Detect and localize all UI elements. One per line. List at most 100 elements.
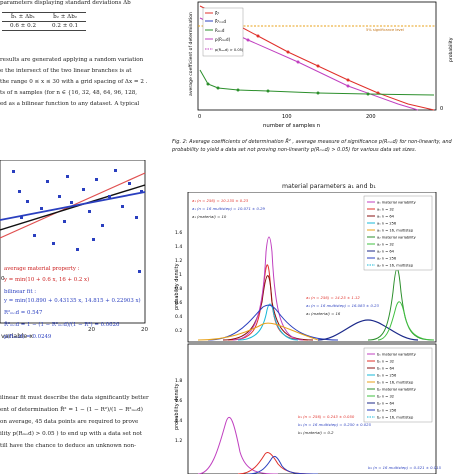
legend-label: a₁ n = 16, multistep — [377, 229, 414, 233]
table-header-b1: b̄₁ ± Δb₁ — [2, 12, 45, 22]
legend-label: b₁ material variability — [377, 353, 417, 357]
fig2-y-label-right: probability — [448, 37, 454, 62]
green-series-line — [199, 69, 435, 96]
paragraph-intro: results are generated applying a random … — [0, 57, 147, 108]
annotation: a₂ (n = 256) = 14.25 ± 1.12 — [306, 295, 360, 300]
red-point — [256, 34, 260, 38]
magenta-point — [246, 38, 250, 42]
legend-label: b₂ n = 32 — [377, 395, 394, 399]
fig2-y-label-left: average coefficient of determination — [188, 12, 194, 96]
legend-label: a₁ material variability — [377, 201, 417, 205]
table-value-b1: 0.6 ± 0.2 — [2, 21, 45, 31]
para-line: results are generated applying a random … — [0, 57, 144, 63]
peak-curve — [232, 236, 304, 341]
legend-label: R̄² — [215, 11, 220, 16]
data-point — [70, 201, 73, 204]
green-point — [266, 89, 270, 93]
para-line: the range 0 ≤ x ≤ 30 with a grid spacing… — [0, 79, 148, 85]
data-point — [128, 182, 131, 185]
peak-curve — [197, 416, 279, 474]
black-fit-line — [0, 184, 146, 231]
legend-label: b₂ n = 64 — [377, 402, 395, 406]
fig3-chart: probability density 1.6 1.4 1.2 1 0.8 0.… — [174, 192, 442, 474]
legend-label: Rₘₒd — [215, 28, 225, 33]
magenta-point — [346, 84, 350, 88]
data-point — [135, 216, 138, 219]
y-tick: 1.8 — [175, 378, 182, 384]
magenta-series-points — [246, 38, 350, 88]
red-point — [316, 64, 320, 68]
annotation: a₁ (n = 16 multistep) = 10.071 ± 0.29 — [192, 206, 265, 211]
y-tick-label: 0 — [1, 276, 5, 282]
green-point — [236, 88, 240, 92]
fig3-top-legend — [363, 195, 433, 271]
green-point — [316, 91, 320, 95]
data-point — [20, 216, 23, 219]
bilinear-fit-plot: 0 20 20 variable x — [0, 160, 149, 340]
fig2-chart: 5% significance level R̄² R̄²ₘₒd Rₘₒd p(… — [188, 1, 454, 129]
fig3-top-frame — [187, 192, 437, 343]
data-point — [46, 180, 49, 183]
table-header-b2: b̄₂ ± Δb₂ — [44, 12, 87, 22]
legend-label: R̄²ₘₒd — [215, 19, 227, 24]
y-tick: 1.2 — [175, 258, 182, 264]
legend-label: b₁ n = 16, multistep — [377, 381, 414, 385]
peak-curve — [197, 322, 319, 341]
green-point — [206, 82, 210, 86]
peak-curve — [317, 319, 419, 341]
y-tick: 1.6 — [175, 398, 182, 404]
y-tick: 1.6 — [175, 230, 182, 236]
fig3-top-legend-items: a₁ material variability a₁ n = 32 a₁ n =… — [367, 201, 417, 268]
data-point — [88, 210, 91, 213]
red-point — [346, 78, 350, 82]
data-point — [26, 200, 29, 203]
fig3-bottom-legend — [363, 347, 433, 423]
x-axis-label: variable x — [1, 332, 33, 340]
table-value-b2: 0.2 ± 0.1 — [44, 21, 87, 31]
fig3-y-label-bottom: probability density — [174, 383, 180, 430]
peak-curve — [247, 455, 319, 474]
data-point — [18, 190, 21, 193]
legend-label: p(Rₘₒd) > 0.05) — [215, 48, 244, 52]
annotation: b₂ (n = 16 multistep) = 0.521 ± 0.015 — [368, 465, 442, 470]
data-point — [92, 238, 95, 241]
peak-curve — [207, 304, 339, 341]
peak-curve — [377, 301, 435, 341]
fig2-legend — [202, 7, 244, 57]
fig2-caption: Fig. 2: Average coefficients of determin… — [172, 138, 472, 154]
red-point — [286, 50, 290, 54]
para-line: ts of n samples (for n ∈ {16, 32, 48, 64… — [0, 90, 138, 96]
fig2-x-tick: 200 — [366, 114, 376, 120]
x-tick-label: 20 — [88, 327, 96, 333]
para-line: on average, 45 data points are required … — [0, 419, 139, 425]
fig2-x-tick: 0 — [198, 114, 201, 120]
data-point — [82, 188, 85, 191]
legend-label: a₂ n = 256 — [377, 257, 397, 261]
legend-label: a₂ n = 64 — [377, 250, 395, 254]
annotation: b₁ (n = 16 multistep) = 0.250 ± 0.025 — [298, 422, 372, 427]
data-point — [108, 195, 111, 198]
fig3-bottom-legend-items: b₁ material variability b₁ n = 32 b₁ n =… — [367, 353, 417, 420]
data-point — [114, 169, 117, 172]
legend-label: b₂ material variability — [377, 388, 417, 392]
threshold-label: 5% significance level — [366, 28, 404, 32]
green-point — [366, 92, 370, 96]
data-point — [58, 195, 61, 198]
data-point — [63, 220, 66, 223]
probability-equation: p(Rₘₒd) = 0.0249 — [4, 334, 52, 340]
peak-curve — [237, 451, 319, 474]
y-tick: 1 — [179, 272, 182, 278]
caption-line: Fig. 2: Average coefficients of determin… — [172, 139, 452, 145]
y-tick: 0.2 — [175, 328, 182, 334]
fig3-top-y-ticks: 1.6 1.4 1.2 1 0.8 0.6 0.4 0.2 — [175, 230, 182, 334]
bilinear-fit-equation: y = min(10.890 + 0.43135 x, 14.815 + 0.2… — [4, 298, 141, 304]
para-line: ilinear fit must describe the data signi… — [0, 395, 149, 401]
data-point — [140, 190, 143, 193]
y-tick: 1.4 — [175, 418, 182, 424]
legend-label: a₂ n = 32 — [377, 243, 394, 247]
fig2-frame — [197, 1, 437, 111]
green-point — [216, 86, 220, 90]
caption-line: probability to yield a data set not prov… — [172, 147, 417, 153]
legend-label: b₂ n = 256 — [377, 409, 397, 413]
fig3-bottom-annotations: b₁ (n = 256) = 0.243 ± 0.050 b₁ (n = 16 … — [298, 414, 442, 470]
